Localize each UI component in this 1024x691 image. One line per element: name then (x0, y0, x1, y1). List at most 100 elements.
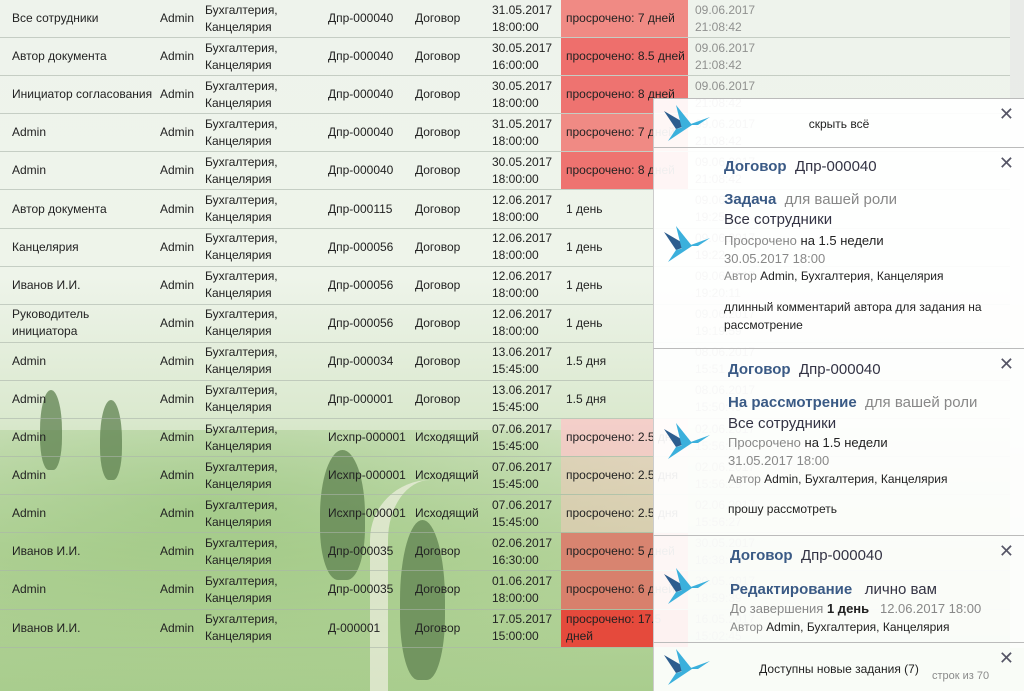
cell-doc-type: Договор (415, 391, 461, 406)
notification-card[interactable]: ✕ Договор Дпр-000040 На рассмотрение для… (653, 348, 1024, 535)
cell-doc-number: Дпр-000056 (328, 239, 394, 254)
cell-doc-type: Исходящий (415, 506, 479, 521)
cell-due-date: 13.06.2017 15:45:00 (492, 345, 553, 377)
cell-author: Admin (160, 544, 195, 559)
task-name[interactable]: На рассмотрение (728, 394, 857, 411)
cell-assignee: Инициатор согласования (12, 87, 153, 102)
cell-author: Admin (160, 468, 195, 483)
close-icon[interactable]: ✕ (998, 153, 1014, 173)
cell-assignee: Руководитель инициатора (12, 307, 90, 339)
cell-doc-number: Дпр-000040 (328, 49, 394, 64)
cell-department: Бухгалтерия, Канцелярия (205, 497, 278, 529)
cell-doc-type: Договор (415, 544, 461, 559)
cell-doc-number: Дпр-000035 (328, 582, 394, 597)
table-row[interactable]: Все сотрудники Admin Бухгалтерия, Канцеляр… (0, 0, 1010, 39)
cell-author: Admin (160, 87, 195, 102)
cell-status: 1.5 дня (566, 391, 607, 406)
new-tasks-message[interactable]: Доступны новые задания (7) (759, 662, 919, 676)
cell-doc-number: Дпр-000034 (328, 353, 394, 368)
cell-doc-type: Исходящий (415, 468, 479, 483)
task-date: 12.06.2017 18:00 (879, 601, 982, 616)
doc-type: Договор (728, 361, 791, 378)
cell-doc-number: Исхпр-000001 (328, 468, 406, 483)
task-date: 30.05.2017 18:00 (724, 251, 826, 266)
cell-author: Admin (160, 11, 195, 26)
cell-created-date: 09.06.2017 21:08:42 (695, 40, 756, 72)
table-row[interactable]: Admin Admin Бухгалтерия, Канцелярия Исхпр-0… (0, 419, 1010, 458)
cell-due-date: 07.06.2017 15:45:00 (492, 421, 553, 453)
cell-department: Бухгалтерия, Канцелярия (205, 269, 278, 301)
cell-assignee: Admin (12, 430, 47, 445)
cell-department: Бухгалтерия, Канцелярия (205, 231, 278, 263)
notification-card[interactable]: ✕ Договор Дпр-000040 Задача для вашей ро… (653, 147, 1024, 348)
cell-department: Бухгалтерия, Канцелярия (205, 2, 278, 34)
cell-department: Бухгалтерия, Канцелярия (205, 383, 278, 415)
close-icon[interactable]: ✕ (998, 104, 1014, 124)
cell-doc-number: Дпр-000035 (328, 544, 394, 559)
hide-all-button[interactable]: скрыть всё (808, 117, 870, 131)
cell-department: Бухгалтерия, Канцелярия (205, 78, 278, 110)
cell-doc-number: Д-000001 (328, 620, 381, 635)
doc-number[interactable]: Дпр-000040 (798, 361, 881, 378)
due-value: 1 день (826, 601, 870, 616)
cell-assignee: Все сотрудники (12, 11, 99, 26)
cell-department: Бухгалтерия, Канцелярия (205, 345, 278, 377)
cell-assignee: Admin (12, 125, 47, 140)
close-icon[interactable]: ✕ (998, 541, 1014, 561)
task-scope: лично вам (864, 581, 937, 598)
cell-status: 1 день (566, 277, 603, 292)
table-row[interactable]: Автор документа Admin Бухгалтерия, Канцеля… (0, 38, 1010, 77)
close-icon[interactable]: ✕ (998, 648, 1014, 668)
cell-due-date: 12.06.2017 18:00:00 (492, 307, 553, 339)
cell-status: 1 день (566, 201, 603, 216)
cell-doc-number: Дпр-000056 (328, 277, 394, 292)
cell-doc-type: Договор (415, 163, 461, 178)
row-count: строк из 70 (932, 670, 990, 682)
task-scope: для вашей роли (784, 191, 897, 208)
cell-doc-type: Договор (415, 87, 461, 102)
cell-department: Бухгалтерия, Канцелярия (205, 459, 278, 491)
cell-author: Admin (160, 125, 195, 140)
task-scope: для вашей роли (865, 394, 978, 411)
cell-doc-number: Исхпр-000001 (328, 506, 406, 521)
cell-doc-type: Договор (415, 277, 461, 292)
cell-author: Admin (160, 49, 195, 64)
close-icon[interactable]: ✕ (998, 354, 1014, 374)
author-label: Автор (724, 269, 757, 283)
cell-assignee: Иванов И.И. (12, 620, 81, 635)
cell-doc-type: Договор (415, 353, 461, 368)
doc-number[interactable]: Дпр-000040 (800, 547, 883, 564)
cell-status: 1.5 дня (566, 353, 607, 368)
cell-doc-type: Договор (415, 620, 461, 635)
cell-assignee: Admin (12, 506, 47, 521)
notification-card[interactable]: ✕ Договор Дпр-000040 Редактирование личн… (653, 535, 1024, 642)
cell-doc-number: Исхпр-000001 (328, 430, 406, 445)
table-row[interactable]: Инициатор согласования Admin Бухгалтерия, … (0, 76, 1010, 115)
background-tree (320, 450, 365, 580)
cell-author: Admin (160, 201, 195, 216)
cell-author: Admin (160, 239, 195, 254)
task-name[interactable]: Редактирование (730, 581, 853, 598)
cell-due-date: 30.05.2017 18:00:00 (492, 78, 553, 110)
overdue-label: Просрочено (728, 435, 801, 450)
cell-status: 1 день (566, 239, 603, 254)
doc-number[interactable]: Дпр-000040 (794, 158, 877, 175)
cell-due-date: 02.06.2017 16:30:00 (492, 535, 553, 567)
task-name[interactable]: Задача (724, 191, 777, 208)
author-value: Admin, Бухгалтерия, Канцелярия (764, 472, 948, 486)
new-tasks-bar[interactable]: ✕ Доступны новые задания (7) (653, 642, 1024, 691)
cell-due-date: 30.05.2017 16:00:00 (492, 40, 553, 72)
background-tree (100, 400, 122, 480)
cell-author: Admin (160, 163, 195, 178)
cell-status: 1 день (566, 315, 603, 330)
cell-assignee: Admin (12, 391, 47, 406)
cell-due-date: 01.06.2017 18:00:00 (492, 573, 553, 605)
table-row[interactable]: Канцелярия Admin Бухгалтерия, Канцелярия Дп… (0, 229, 1010, 267)
cell-doc-type: Договор (415, 49, 461, 64)
cell-department: Бухгалтерия, Канцелярия (205, 154, 278, 186)
cell-doc-number: Дпр-000115 (328, 201, 393, 216)
app-bird-icon (662, 421, 712, 461)
cell-author: Admin (160, 277, 195, 292)
background-tree (400, 520, 445, 680)
cell-doc-number: Дпр-000040 (328, 163, 394, 178)
